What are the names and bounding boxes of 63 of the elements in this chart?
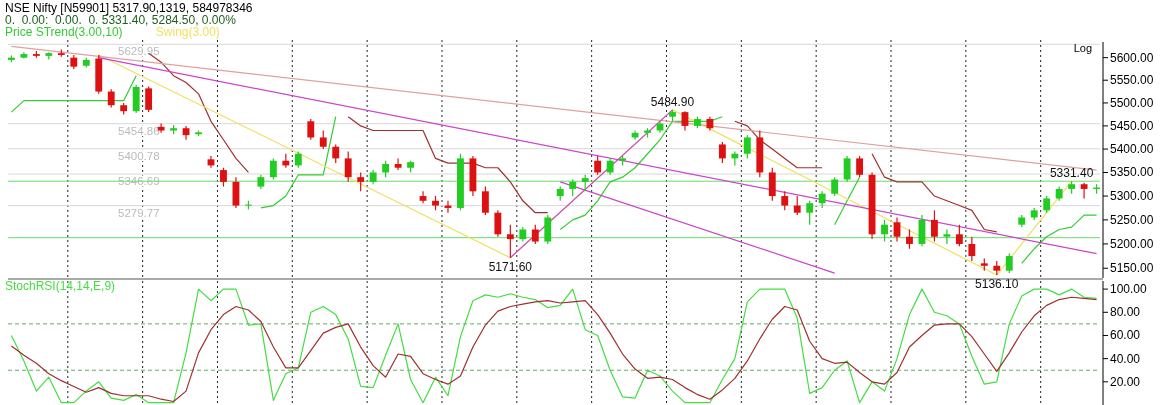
- candlestick: [1005, 253, 1013, 274]
- y-tick-label: 60.00: [1110, 328, 1141, 343]
- y-tick-label: 20.00: [1110, 374, 1141, 389]
- annotation: Log: [1073, 42, 1092, 54]
- candlestick: [906, 228, 913, 250]
- candlestick: [594, 155, 602, 176]
- candlestick: [930, 209, 938, 243]
- candlestick: [494, 209, 502, 238]
- annotation: 5331.40: [1049, 166, 1094, 181]
- y-tick-label: 5250.00: [1110, 212, 1154, 227]
- y-tick-label: 5300.00: [1110, 189, 1154, 204]
- candlestick: [332, 143, 340, 164]
- y-tick-label: 5200.00: [1110, 236, 1154, 251]
- candlestick: [843, 155, 851, 183]
- candlestick: [768, 167, 776, 202]
- candlestick: [781, 190, 789, 211]
- y-tick-label: 80.00: [1110, 305, 1141, 320]
- y-tick-label: 5500.00: [1110, 95, 1154, 110]
- candlestick: [856, 155, 864, 178]
- y-tick-label: 40.00: [1110, 351, 1141, 366]
- candlestick: [893, 216, 901, 243]
- candlestick: [419, 190, 427, 204]
- candlestick: [968, 236, 976, 262]
- text: StochRSI(14,14,E,9): [5, 279, 116, 293]
- y-tick-label: 5450.00: [1110, 118, 1154, 133]
- candlestick: [831, 176, 839, 197]
- annotation: 5171.60: [488, 259, 533, 274]
- chart-title: NSE Nifty [N59901] 5317.90,1319, 584978346: [5, 1, 253, 15]
- candlestick: [344, 150, 352, 183]
- y-tick-label: 5550.00: [1110, 73, 1154, 88]
- candlestick: [157, 123, 165, 134]
- candlestick: [881, 219, 888, 243]
- candlestick: [943, 228, 951, 245]
- candlestick: [319, 129, 327, 150]
- y-tick-label: 5150.00: [1110, 261, 1154, 276]
- y-tick-label: 5350.00: [1110, 165, 1154, 180]
- text: Price STrend(3.00,10): [5, 25, 123, 39]
- y-tick-label: 100.00: [1110, 282, 1148, 297]
- ref-line-label: 5454.86: [118, 124, 160, 137]
- candlestick: [806, 200, 814, 226]
- candlestick: [531, 224, 539, 245]
- candlestick: [793, 195, 801, 216]
- candlestick: [481, 185, 489, 216]
- candlestick: [357, 171, 365, 192]
- ref-line-label: 5629.95: [118, 45, 160, 58]
- y-tick-label: 5400.00: [1110, 142, 1154, 157]
- candlestick: [394, 157, 402, 171]
- candlestick: [955, 224, 963, 247]
- ref-line-label: 5400.78: [118, 149, 160, 162]
- candlestick: [269, 157, 277, 181]
- candlestick: [1080, 182, 1088, 200]
- text: Swing(3.00): [155, 25, 220, 39]
- candlestick: [220, 167, 227, 188]
- y-tick-label: 5600.00: [1110, 50, 1154, 65]
- candlestick: [718, 141, 726, 164]
- ref-line-label: 5279.77: [118, 206, 160, 219]
- annotation: 5484.90: [650, 94, 695, 109]
- candlestick: [145, 85, 153, 113]
- candlestick: [107, 88, 115, 109]
- candlestick: [743, 134, 751, 159]
- annotation: 5136.10: [975, 277, 1019, 292]
- candlestick: [307, 118, 315, 141]
- candlestick: [506, 224, 514, 259]
